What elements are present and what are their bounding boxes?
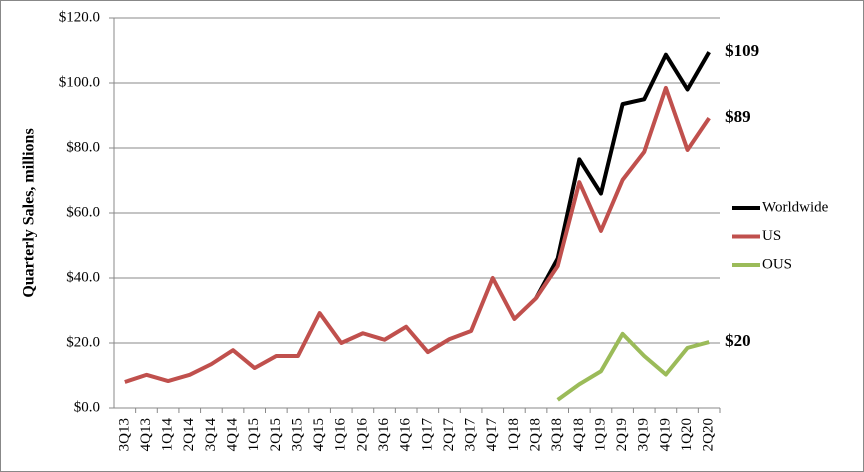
end-label: $109 xyxy=(725,41,759,60)
x-tick-label: 2Q18 xyxy=(527,418,543,451)
legend-label: OUS xyxy=(762,256,792,272)
x-tick-label: 4Q18 xyxy=(571,418,587,451)
x-tick-label: 3Q17 xyxy=(463,418,479,452)
x-tick-label: 2Q15 xyxy=(268,418,284,451)
y-tick-label: $20.0 xyxy=(66,334,100,350)
x-tick-label: 3Q16 xyxy=(376,418,392,452)
series-line xyxy=(124,85,711,384)
y-tick-label: $60.0 xyxy=(66,204,100,220)
x-tick-label: 1Q20 xyxy=(679,418,695,451)
x-tick-label: 4Q16 xyxy=(398,418,414,452)
x-tick-label: 3Q13 xyxy=(116,418,132,451)
x-tick-label: 2Q17 xyxy=(441,418,457,452)
x-tick-label: 1Q15 xyxy=(246,418,262,451)
x-tick-label: 3Q14 xyxy=(203,418,219,452)
x-tick-label: 2Q19 xyxy=(614,418,630,451)
y-tick-label: $80.0 xyxy=(66,139,100,155)
x-tick-label: 2Q16 xyxy=(354,418,370,452)
x-tick-label: 1Q19 xyxy=(592,418,608,451)
x-tick-label: 3Q19 xyxy=(636,418,652,451)
end-label: $20 xyxy=(725,331,751,350)
y-tick-label: $40.0 xyxy=(66,269,100,285)
x-tick-label: 1Q14 xyxy=(160,418,176,452)
series-line xyxy=(534,51,711,300)
x-tick-label: 4Q17 xyxy=(484,418,500,452)
x-tick-label: 4Q14 xyxy=(224,418,240,452)
legend-label: Worldwide xyxy=(762,199,829,215)
x-tick-label: 2Q14 xyxy=(181,418,197,452)
legend-label: US xyxy=(762,228,781,244)
x-tick-label: 1Q18 xyxy=(506,418,522,451)
series-line xyxy=(556,331,710,402)
x-tick-label: 2Q20 xyxy=(701,418,717,451)
y-tick-label: $0.0 xyxy=(74,399,100,415)
x-tick-label: 4Q15 xyxy=(311,418,327,451)
y-axis-title: Quarterly Sales, millions xyxy=(21,128,38,297)
x-tick-label: 1Q16 xyxy=(333,418,349,452)
y-tick-label: $100.0 xyxy=(59,74,100,90)
x-tick-label: 3Q18 xyxy=(549,418,565,451)
x-tick-label: 3Q15 xyxy=(289,418,305,451)
y-tick-label: $120.0 xyxy=(59,9,100,25)
x-tick-label: 4Q19 xyxy=(657,418,673,451)
x-tick-label: 1Q17 xyxy=(419,418,435,452)
end-label: $89 xyxy=(725,107,751,126)
x-tick-label: 4Q13 xyxy=(138,418,154,451)
